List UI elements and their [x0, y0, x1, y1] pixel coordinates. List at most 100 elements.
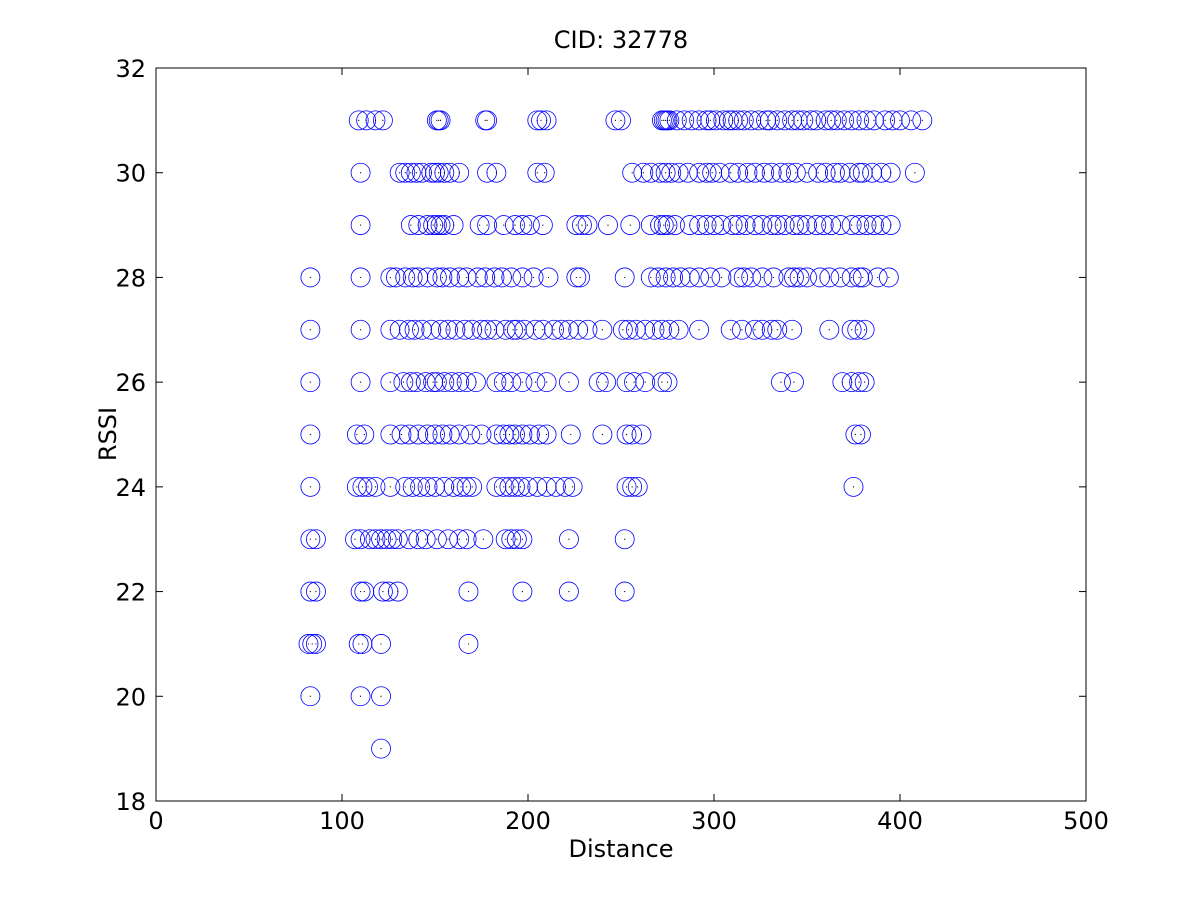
- data-points: [298, 110, 933, 759]
- data-point: [763, 267, 784, 288]
- data-point-marker: [358, 476, 378, 497]
- data-point: [300, 476, 321, 497]
- data-point-center: [852, 486, 855, 488]
- data-point-center: [670, 172, 672, 174]
- data-point-center: [482, 538, 484, 540]
- data-point-marker: [652, 319, 672, 340]
- data-point: [841, 319, 862, 340]
- data-point-marker: [841, 372, 862, 393]
- data-point-center: [650, 276, 652, 279]
- data-point-center: [458, 433, 460, 436]
- data-point-center: [382, 590, 384, 593]
- data-point-center: [514, 486, 516, 488]
- data-point: [350, 215, 371, 235]
- data-point: [400, 162, 421, 183]
- data-point: [616, 476, 637, 497]
- data-point-center: [691, 119, 693, 121]
- data-point-marker: [854, 372, 875, 393]
- data-point-center: [625, 381, 628, 383]
- data-point: [784, 267, 804, 288]
- data-point-center: [460, 486, 462, 488]
- data-point: [782, 110, 803, 131]
- data-point-center: [732, 224, 734, 226]
- data-point: [365, 529, 386, 550]
- data-point: [456, 476, 477, 497]
- data-point: [371, 686, 391, 707]
- data-point-center: [380, 748, 382, 750]
- data-point-marker: [678, 162, 698, 183]
- data-point-marker: [380, 476, 401, 497]
- data-point-marker: [410, 476, 431, 497]
- data-point-marker: [864, 215, 884, 235]
- data-point-center: [672, 276, 674, 279]
- data-point-center: [806, 172, 808, 174]
- data-point-marker: [663, 267, 683, 288]
- data-point-marker: [640, 267, 661, 288]
- data-point: [559, 581, 579, 602]
- data-point-center: [412, 276, 414, 279]
- data-point-marker: [559, 581, 579, 602]
- data-point-center: [434, 433, 436, 436]
- data-point-marker: [657, 372, 678, 393]
- data-point-center: [625, 486, 628, 488]
- data-point-marker: [486, 162, 507, 183]
- data-point-center: [568, 590, 570, 593]
- data-point: [689, 215, 710, 235]
- data-point: [644, 319, 665, 340]
- data-point-center: [508, 433, 510, 436]
- data-point-marker: [841, 319, 862, 340]
- data-point: [423, 215, 444, 235]
- data-point-center: [441, 276, 444, 279]
- data-point: [700, 110, 721, 131]
- data-point-center: [629, 224, 631, 226]
- data-point-center: [851, 329, 853, 331]
- data-point: [365, 110, 386, 131]
- data-point: [495, 529, 516, 550]
- data-point: [852, 267, 873, 288]
- data-point: [373, 581, 393, 602]
- data-point-center: [415, 172, 417, 174]
- data-point-center: [858, 172, 860, 174]
- data-point-center: [380, 643, 382, 645]
- data-point-marker: [387, 529, 408, 550]
- data-point-marker: [592, 424, 613, 445]
- data-point-marker: [588, 372, 609, 393]
- data-point: [512, 215, 533, 235]
- data-point: [728, 215, 749, 235]
- data-point: [536, 110, 557, 131]
- data-point-marker: [389, 162, 410, 183]
- data-point-center: [514, 224, 516, 226]
- data-point-center: [560, 329, 563, 331]
- data-point-center: [475, 381, 477, 383]
- data-point-marker: [808, 162, 829, 183]
- data-point-marker: [570, 267, 590, 288]
- data-point-marker: [354, 424, 375, 445]
- data-point-center: [858, 381, 860, 383]
- data-point-marker: [674, 110, 695, 131]
- data-point-center: [309, 433, 311, 436]
- data-point-marker: [346, 424, 367, 445]
- data-point-center: [851, 276, 853, 279]
- data-point-marker: [350, 686, 371, 707]
- data-point-marker: [350, 319, 371, 340]
- data-point-center: [851, 119, 853, 121]
- data-point: [415, 372, 436, 393]
- data-point-marker: [467, 267, 488, 288]
- data-point-marker: [371, 738, 391, 759]
- data-point-marker: [348, 110, 369, 131]
- data-point-center: [386, 538, 388, 540]
- data-point-marker: [460, 424, 481, 445]
- data-point-center: [873, 224, 875, 226]
- data-point-center: [309, 486, 311, 488]
- data-point: [456, 529, 477, 550]
- data-point-center: [495, 486, 497, 488]
- data-point-center: [315, 590, 317, 593]
- data-point-center: [856, 329, 858, 331]
- data-point-center: [737, 224, 739, 226]
- y-axis: 18 20 22 24 26 28 30 32: [115, 55, 1086, 816]
- data-point-marker: [745, 319, 765, 340]
- data-point: [806, 215, 827, 235]
- data-point: [733, 267, 754, 288]
- data-point: [493, 215, 514, 235]
- data-point-marker: [616, 372, 637, 393]
